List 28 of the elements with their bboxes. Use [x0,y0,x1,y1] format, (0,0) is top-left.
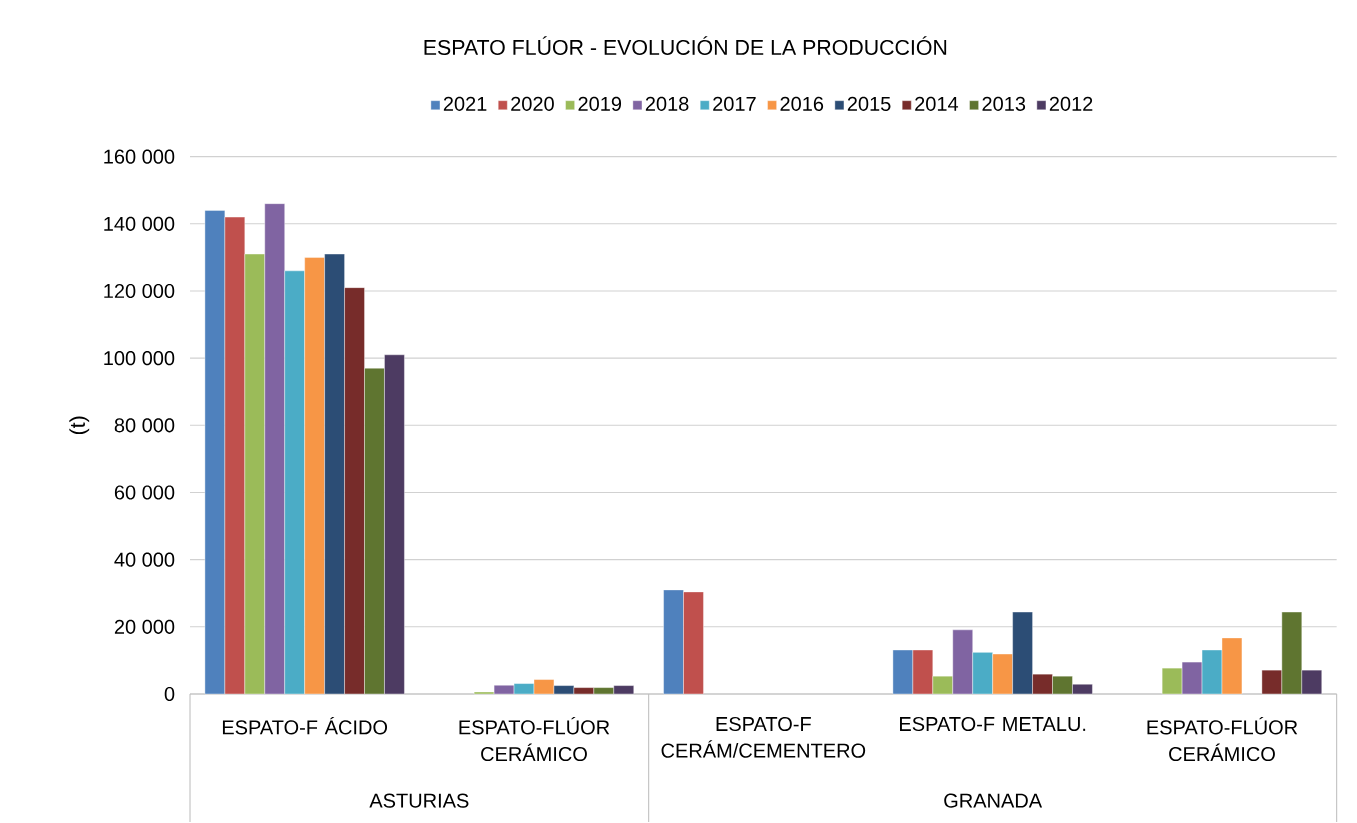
legend-label: 2015 [847,96,891,111]
y-tick-label: 80 000 [114,418,175,433]
legend-label: 2020 [511,96,554,111]
y-tick-label: 0 [164,686,175,702]
y-axis-title: (t) [69,416,90,435]
x-tick-label: ESPATO-F CERÁM/CEMENTERO [661,716,866,758]
y-tick-label: 40 000 [114,552,175,567]
legend-label: 2018 [645,96,689,111]
y-tick-label: 140 000 [104,216,175,231]
legend-label: 2013 [982,96,1026,111]
y-tick-label: 120 000 [104,283,175,299]
legend-label: 2021 [443,96,487,111]
chart-title: ESPATO FLÚOR - EVOLUCIÓN DE LA PRODUCCIÓN [424,36,947,56]
x-tick-label: ESPATO-F ÁCIDO [222,716,388,735]
y-tick-label: 20 000 [114,619,175,634]
legend-label: 2019 [578,96,622,111]
text: ASTURIAS [369,793,469,808]
x-tick-label: ESPATO-FLÚOR CERÁMICO [1147,716,1298,762]
x-tick-label: ESPATO-F METALU. [900,716,1086,732]
legend-label: 2014 [915,96,959,111]
text: GRANADA [944,793,1043,808]
legend-label: 2017 [713,96,756,111]
y-tick-label: 60 000 [114,485,175,500]
legend-label: 2012 [1049,96,1093,111]
y-tick-label: 160 000 [104,149,175,164]
y-tick-label: 100 000 [104,351,175,366]
legend-label: 2016 [780,96,824,111]
x-tick-label: ESPATO-FLÚOR CERÁMICO [459,716,610,762]
